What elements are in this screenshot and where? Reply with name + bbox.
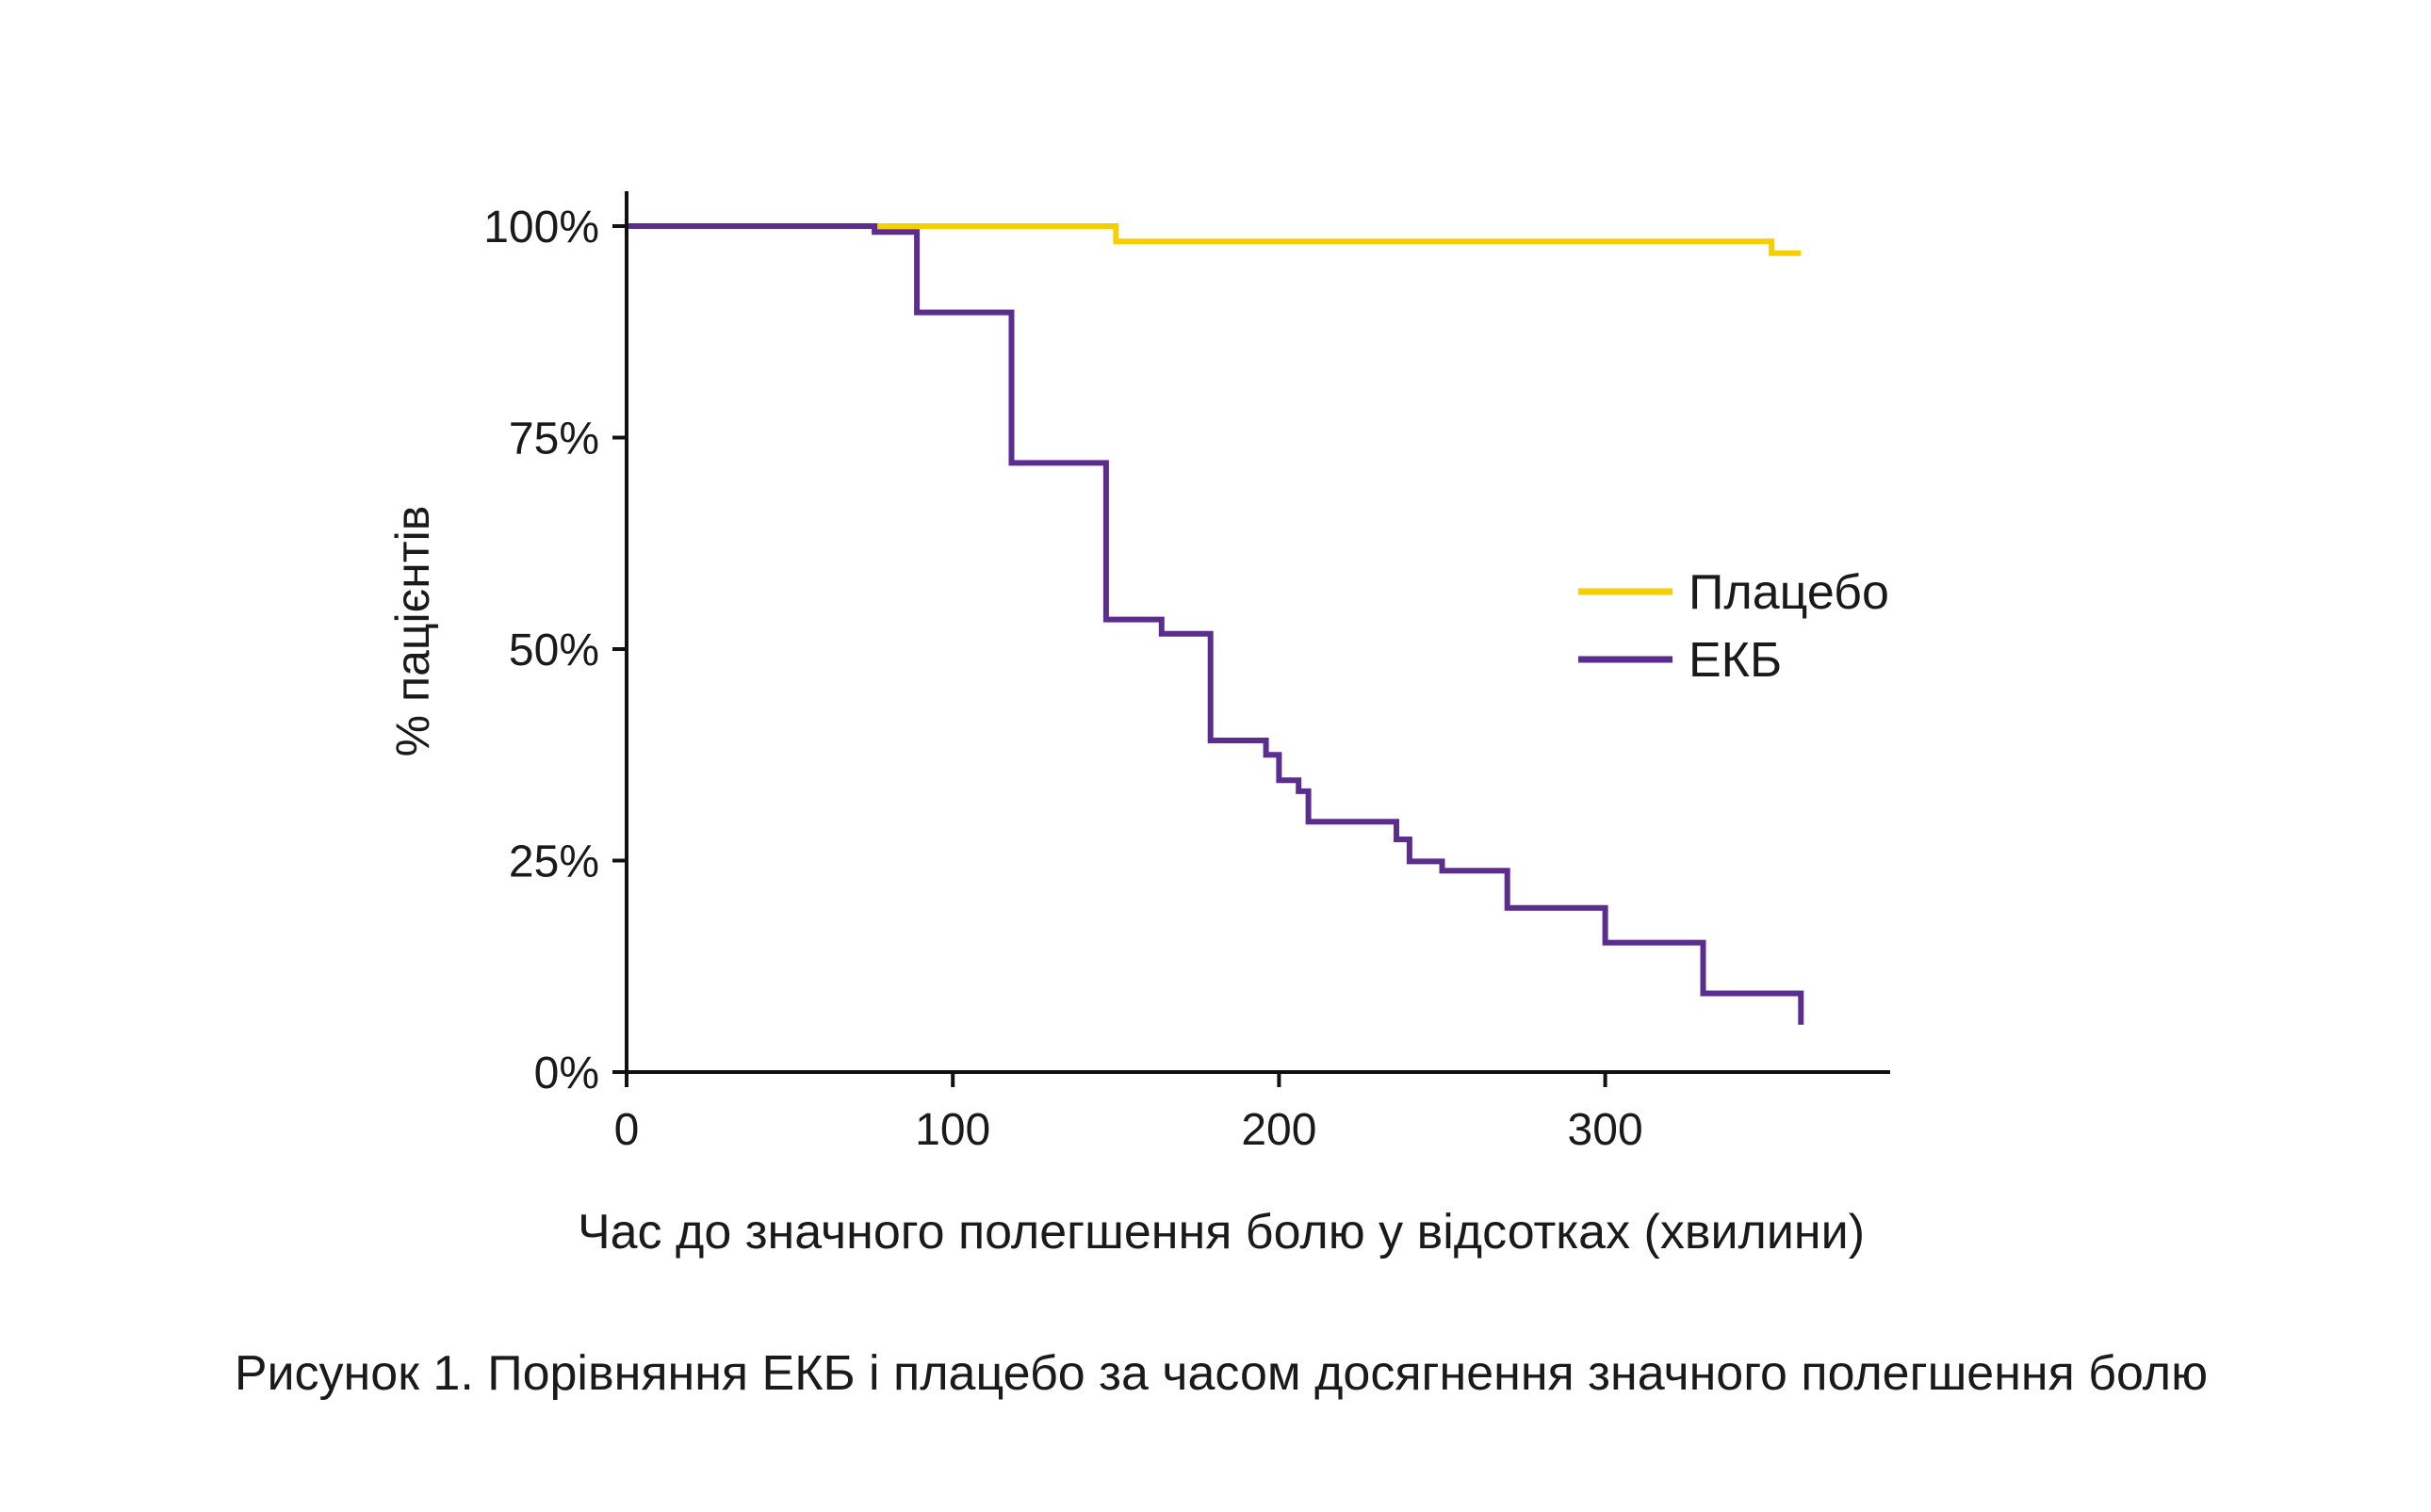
legend-label-ekb: ЕКБ bbox=[1689, 633, 1782, 688]
x-tick-label: 0 bbox=[614, 1105, 640, 1155]
legend: Плацебо ЕКБ bbox=[1578, 565, 1889, 688]
series-line-ekb bbox=[627, 223, 1804, 1025]
legend-label-placebo: Плацебо bbox=[1689, 565, 1889, 620]
y-tick-label: 50% bbox=[509, 626, 599, 675]
series-layer bbox=[627, 223, 1804, 1025]
y-tick-label: 100% bbox=[483, 203, 599, 252]
y-axis-label: % пацієнтів bbox=[386, 506, 439, 757]
x-tick-label: 300 bbox=[1568, 1105, 1643, 1155]
y-tick-label: 25% bbox=[509, 837, 599, 887]
y-tick-label: 0% bbox=[534, 1049, 599, 1098]
x-tick-label: 100 bbox=[915, 1105, 990, 1155]
x-axis-label: Час до значного полегшення болю у відсот… bbox=[578, 1205, 1865, 1260]
figure-caption: Рисунок 1. Порівняння ЕКБ і плацебо за ч… bbox=[235, 1346, 2208, 1401]
series-line-placebo bbox=[627, 223, 1802, 256]
ticks-layer: 0% 25% 50% 75% 100% 0 100 200 300 bbox=[483, 203, 1642, 1155]
x-tick-label: 200 bbox=[1241, 1105, 1316, 1155]
y-tick-label: 75% bbox=[509, 415, 599, 464]
